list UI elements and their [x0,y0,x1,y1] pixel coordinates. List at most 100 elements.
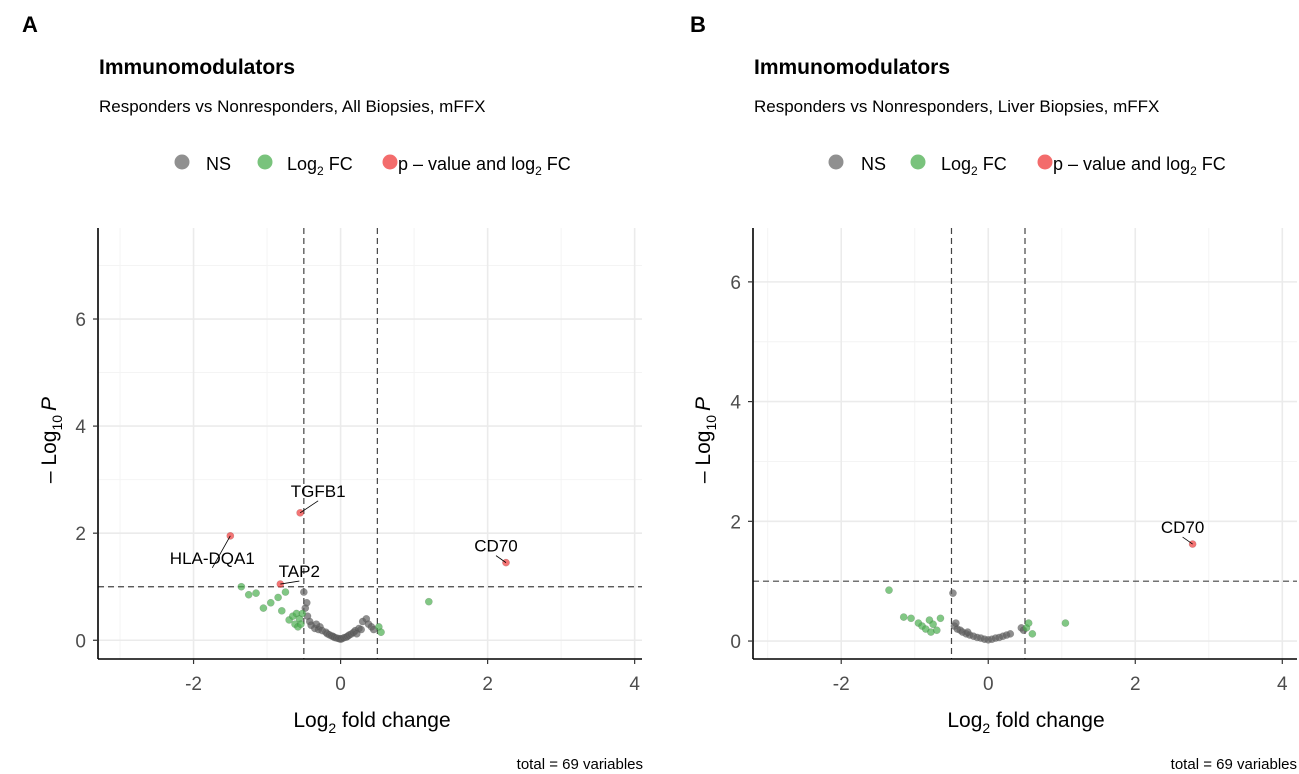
point-fc [297,620,305,629]
x-tick-label: 4 [1277,674,1288,695]
panel-a-subtitle: Responders vs Nonresponders, All Biopsie… [99,97,485,116]
panel-a-title: Immunomodulators [99,56,295,79]
point-fc [266,598,275,607]
legend-pfc-marker [382,154,398,170]
legend-ns-label: NS [861,154,886,174]
point-fc [252,589,260,597]
panel-a-reference-lines [98,228,642,659]
legend-pfc-main: p – value and log [1053,154,1190,174]
legend-ns-marker [828,154,844,170]
y-tick-label: 2 [730,512,741,533]
point-label-cd70: CD70 [474,537,517,556]
panel-a-caption: total = 69 variables [517,756,643,773]
legend-pfc-tail: FC [542,154,571,174]
label-connector [1182,536,1193,545]
point-fc [377,628,385,637]
panel-b-points [885,540,1197,644]
x-tick-label: 2 [1130,674,1141,695]
panel-b-ylabel-prefix: – Log [692,431,715,484]
panel-a-xlabel: Log2 fold change [293,709,450,736]
panel-a-ticks: -2 0 2 4 0 2 4 6 [75,310,640,695]
point-fc [244,590,253,599]
point-label-cd70: CD70 [1161,518,1204,537]
point-fc [1028,630,1037,638]
point-fc [298,609,307,618]
y-tick-label: 0 [730,632,741,653]
legend-fc-label: Log2 FC [941,154,1007,178]
point-ns [963,628,972,636]
x-tick-label: -2 [833,674,850,695]
legend-fc-main: Log [287,154,317,174]
point-fc [259,604,268,612]
panel-b-ylabel: – Log10 P [692,397,719,483]
point-ns [357,625,366,634]
point-ns [949,589,957,598]
point-fc [885,586,893,595]
y-tick-label: 4 [730,393,741,414]
point-ns [299,588,308,596]
legend-fc-tail: FC [324,154,353,174]
y-tick-label: 0 [75,631,86,652]
legend-pfc-label: p – value and log2 FC [1053,154,1226,178]
legend-fc-label: Log2 FC [287,154,353,178]
point-ns [1006,630,1015,638]
y-tick-label: 2 [75,524,86,545]
panel-a-ylabel: – Log10 P [38,397,65,483]
panel-b-caption: total = 69 variables [1171,756,1297,773]
point-ns [952,619,960,627]
x-tick-label: 2 [482,674,493,695]
point-fc [281,588,290,596]
point-label-hla-dqa1: HLA-DQA1 [170,549,255,568]
panel-letter-a: A [22,12,38,37]
legend-ns-marker [174,154,190,170]
panel-a-ylabel-tail: P [38,397,61,411]
point-fc [1024,619,1033,627]
panel-a-ylabel-sub: 10 [49,415,65,431]
panel-b-legend: NS Log2 FC p – value and log2 FC [828,154,1226,178]
panel-a-xlabel-tail: fold change [336,709,450,732]
legend-fc-tail: FC [978,154,1007,174]
panel-b-ticks: -2 0 2 4 0 2 4 6 [730,273,1288,695]
point-fc [424,597,433,606]
panel-b-ylabel-tail: P [692,397,715,411]
legend-fc-marker [910,154,926,170]
legend-fc-marker [257,154,273,170]
panel-b: B Immunomodulators Responders vs Nonresp… [690,12,1297,773]
panel-b-xlabel-main: Log [947,709,982,732]
legend-fc-sub: 2 [971,164,978,178]
point-fc [936,614,945,623]
point-label-tap2: TAP2 [279,562,320,581]
y-tick-label: 6 [75,310,86,331]
point-fc [274,593,282,602]
legend-pfc-marker [1037,154,1053,170]
panel-a-grid [98,228,642,659]
x-tick-label: -2 [185,674,202,695]
point-fc [907,614,915,623]
panel-b-subtitle: Responders vs Nonresponders, Liver Biops… [754,97,1159,116]
panel-letter-b: B [690,12,706,37]
x-tick-label: 4 [629,674,640,695]
panel-b-ylabel-sub: 10 [703,415,719,431]
y-tick-label: 4 [75,417,86,438]
label-connector [299,500,319,514]
legend-pfc-tail: FC [1197,154,1226,174]
point-fc [1061,619,1070,627]
legend-pfc-label: p – value and log2 FC [398,154,571,178]
point-ns [312,620,321,629]
panel-b-reference-lines [753,228,1297,659]
legend-pfc-sub: 2 [535,164,542,178]
y-tick-label: 6 [730,273,741,294]
panel-a-xlabel-main: Log [293,709,328,732]
point-fc [932,626,941,635]
panel-b-title: Immunomodulators [754,56,950,79]
label-connector [280,580,300,585]
panel-a-legend: NS Log2 FC p – value and log2 FC [174,154,571,178]
legend-pfc-sub: 2 [1190,164,1197,178]
legend-fc-main: Log [941,154,971,174]
point-fc [277,606,286,615]
point-fc [929,620,937,629]
x-tick-label: 0 [983,674,994,695]
legend-ns-label: NS [206,154,231,174]
label-connector [495,555,507,563]
